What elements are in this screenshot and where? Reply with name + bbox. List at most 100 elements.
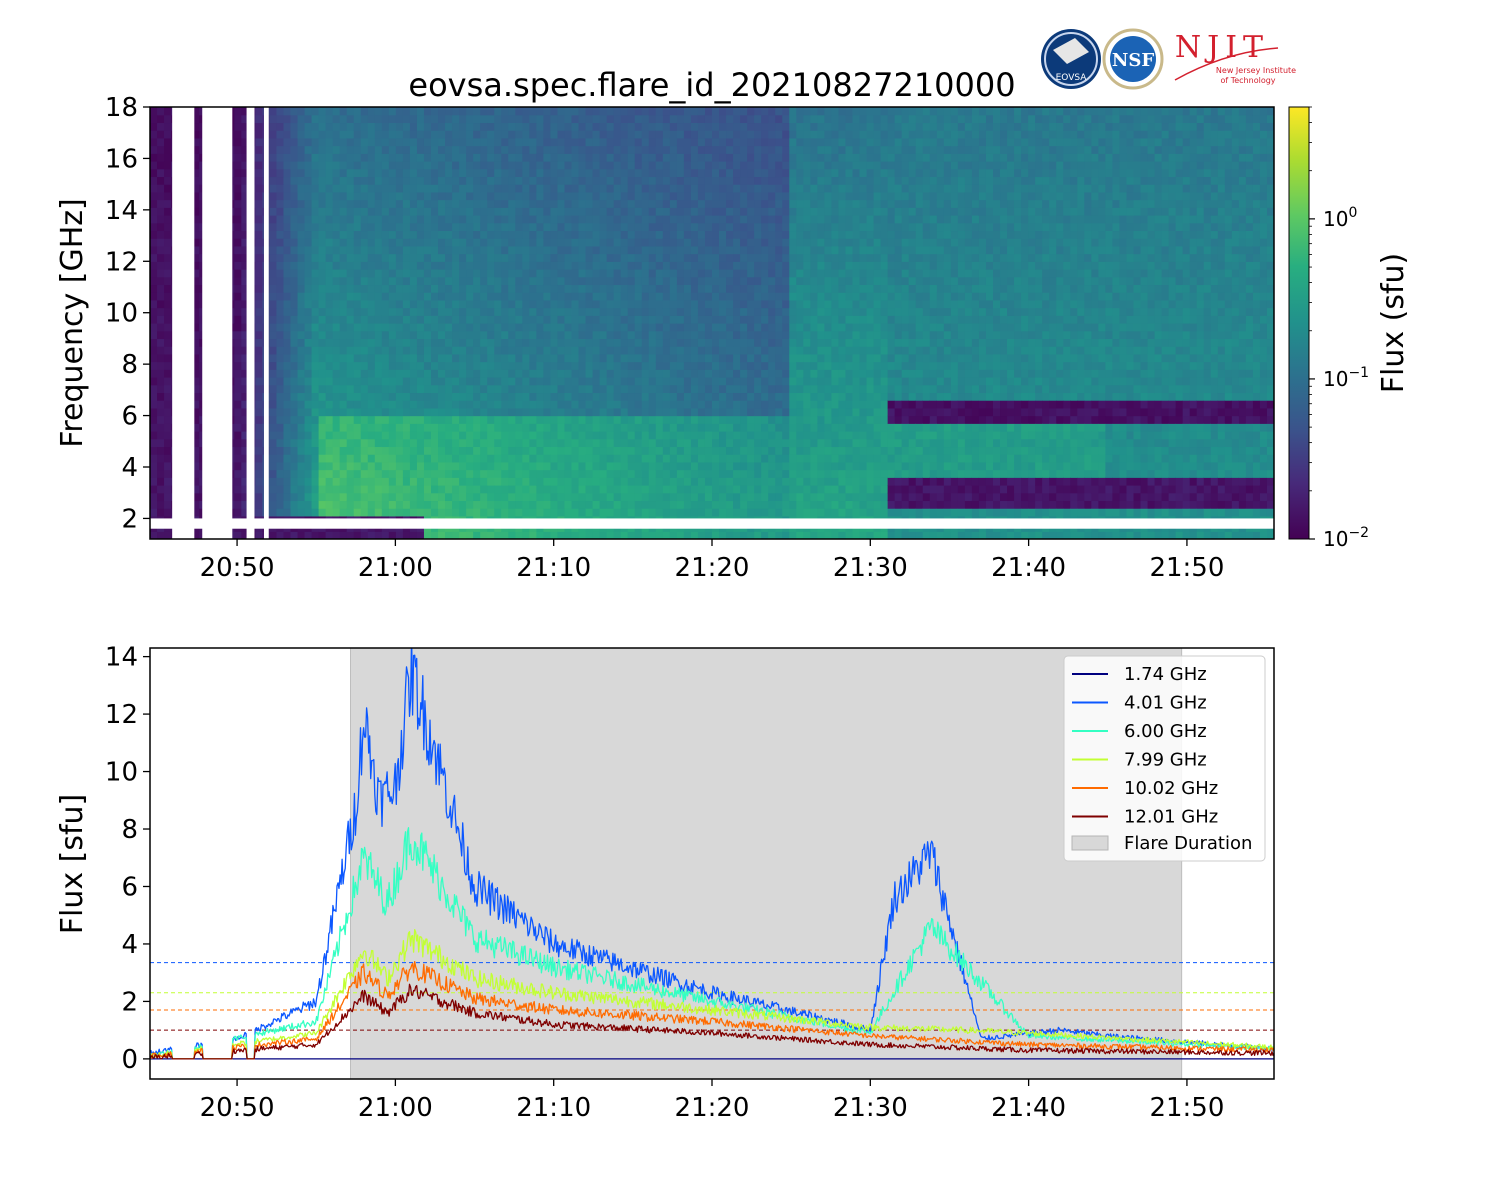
spectrogram-cell	[438, 423, 446, 432]
spectrogram-cell	[697, 369, 706, 378]
spectrogram-cell	[150, 353, 158, 363]
spectrogram-cell	[613, 415, 622, 424]
spectrogram-cell	[255, 207, 264, 216]
spectrogram-cell	[740, 454, 748, 463]
spectrogram-cell	[339, 215, 348, 224]
spectrogram-cell	[290, 369, 299, 378]
spectrogram-cell	[402, 330, 411, 340]
spectrogram-cell	[571, 369, 580, 378]
spectrogram-cell	[662, 137, 671, 147]
spectrogram-cell	[402, 492, 411, 502]
spectrogram-cell	[395, 253, 404, 262]
spectrogram-cell	[522, 469, 530, 478]
spectrogram-cell	[431, 130, 439, 139]
spectrogram-cell	[627, 500, 636, 509]
spectrogram-cell	[529, 307, 537, 316]
spectrogram-cell	[367, 107, 376, 116]
spectrogram-cell	[522, 207, 530, 216]
spectrogram-cell	[768, 446, 776, 455]
spectrogram-cell	[353, 130, 362, 139]
spectrogram-cell	[290, 215, 299, 224]
spectrogram-cell	[283, 269, 292, 278]
spectrogram-cell	[290, 292, 299, 301]
spectrogram-cell	[374, 353, 383, 363]
spectrogram-cell	[402, 269, 411, 278]
spectrogram-cell	[578, 245, 587, 255]
spectrogram-cell	[669, 384, 678, 394]
spectrogram-cell	[255, 508, 264, 517]
spectrogram-cell	[599, 284, 608, 293]
spectrogram-cell	[164, 353, 172, 363]
spectrogram-cell	[564, 353, 573, 363]
spectrogram-cell	[388, 153, 397, 162]
spectrogram-cell	[445, 446, 453, 455]
spectrogram-cell	[332, 276, 341, 286]
spectrogram-cell	[416, 500, 425, 509]
spectrogram-cell	[466, 353, 474, 363]
spectrogram-cell	[508, 153, 516, 162]
spectrogram-cell	[255, 384, 264, 394]
spectrogram-cell	[304, 492, 313, 502]
spectrogram-cell	[367, 361, 376, 370]
spectrogram-cell	[276, 384, 285, 394]
spectrogram-cell	[402, 485, 411, 494]
spectrogram-cell	[339, 469, 348, 478]
spectrogram-cell	[719, 245, 727, 255]
spectrogram-cell	[374, 531, 383, 539]
spectrogram-cell	[388, 438, 397, 448]
spectrogram-cell	[452, 353, 460, 363]
spectrogram-cell	[768, 384, 776, 394]
spectrogram-cell	[522, 454, 530, 463]
spectrogram-cell	[726, 400, 734, 409]
spectrogram-cell	[592, 122, 601, 131]
spectrogram-cell	[381, 323, 390, 332]
spectrogram-cell	[592, 407, 601, 417]
spectrogram-cell	[283, 323, 292, 332]
spectrogram-cell	[585, 176, 594, 185]
spectrogram-cell	[487, 261, 495, 270]
spectrogram-cell	[620, 130, 629, 139]
spectrogram-cell	[325, 153, 334, 162]
spectrogram-cell	[311, 276, 320, 286]
spectrogram-cell	[269, 222, 278, 232]
spectrogram-cell	[690, 353, 699, 363]
spectrogram-cell	[487, 161, 495, 170]
spectrogram-cell	[332, 492, 341, 502]
spectrogram-cell	[634, 431, 643, 440]
spectrogram-cell	[473, 461, 481, 471]
spectrogram-cell	[522, 176, 530, 185]
spectrogram-cell	[669, 176, 678, 185]
spectrogram-cell	[318, 461, 327, 471]
spectrogram-cell	[332, 107, 341, 116]
spectrogram-cell	[508, 292, 516, 301]
spectrogram-cell	[459, 238, 467, 247]
spectrogram-cell	[592, 431, 601, 440]
spectrogram-cell	[592, 299, 601, 309]
spectrogram-cell	[515, 346, 523, 355]
spectrogram-cell	[487, 315, 495, 324]
spectrogram-cell	[157, 407, 165, 417]
spectrogram-cell	[719, 276, 727, 286]
spectrogram-cell	[648, 469, 657, 478]
spectrogram-cell	[473, 446, 481, 455]
spectrogram-cell	[697, 199, 706, 208]
spectrogram-cell	[740, 353, 748, 363]
spectrogram-cell	[529, 292, 537, 301]
spectrogram-cell	[726, 292, 734, 301]
spectrogram-cell	[761, 407, 769, 417]
spectrogram-cell	[466, 330, 474, 340]
spectrogram-cell	[536, 261, 545, 270]
spectrogram-cell	[304, 315, 313, 324]
spectrogram-cell	[311, 253, 320, 262]
spectrogram-cell	[318, 315, 327, 324]
spectrogram-cell	[613, 176, 622, 185]
spectrogram-cell	[648, 114, 657, 124]
spectrogram-cell	[423, 492, 432, 502]
spectrogram-cell	[445, 199, 453, 208]
spectrogram-cell	[536, 323, 545, 332]
spectrogram-cell	[297, 477, 306, 486]
spectrogram-cell	[564, 230, 573, 239]
spectrogram-cell	[304, 122, 313, 131]
spectrogram-cell	[388, 299, 397, 309]
spectrogram-cell	[726, 191, 734, 201]
